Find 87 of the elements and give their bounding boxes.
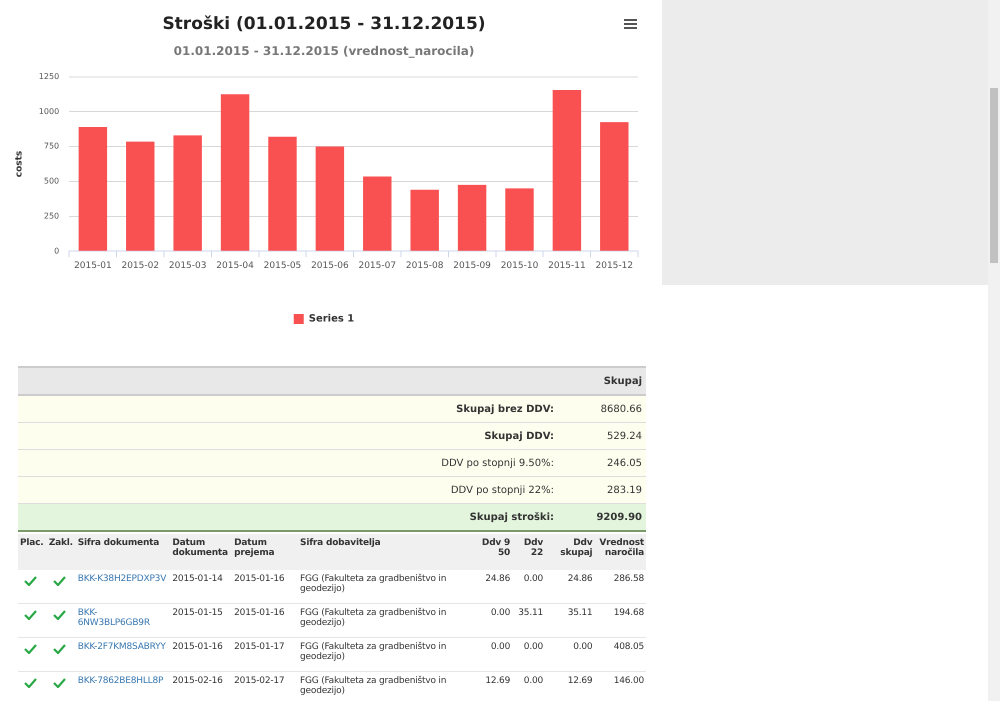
y-tick-label: 500 xyxy=(44,176,60,186)
text: BKK-7862BE8HLL8P xyxy=(78,676,164,686)
text: 0.00 xyxy=(468,604,512,638)
x-tick-label: 2015-07 xyxy=(358,260,396,271)
text: 2015-02-16 xyxy=(170,672,232,701)
text: 24.86 xyxy=(468,570,512,604)
text: 2015-01-16 xyxy=(170,638,232,672)
text: 146.00 xyxy=(594,672,646,701)
text: 2015-01-16 xyxy=(232,604,298,638)
text: FGG (Fakulteta za gradbeništvo in geodezijo) xyxy=(298,570,469,604)
text: BKK-6NW3BLP6GB9R xyxy=(78,608,150,628)
text: 0.00 xyxy=(545,638,594,672)
text: 283.19 xyxy=(558,476,646,504)
text: FGG (Fakulteta za gradbeništvo in geodezijo) xyxy=(298,638,469,672)
text: 12.69 xyxy=(545,672,594,701)
category-label: Datum dokumenta xyxy=(170,534,232,570)
y-tick-label: 1250 xyxy=(38,72,60,81)
text: 2015-01-14 xyxy=(170,570,232,604)
category-label: Plac. xyxy=(18,534,47,570)
x-tick-label: 2015-11 xyxy=(548,260,586,271)
text: 2015-01-15 xyxy=(170,604,232,638)
x-tick-label: 2015-10 xyxy=(500,260,539,271)
y-tick-label: 750 xyxy=(44,142,60,151)
x-tick-label: 2015-03 xyxy=(168,260,206,271)
text: Skupaj DDV: xyxy=(18,422,558,450)
text: 35.11 xyxy=(512,604,546,638)
category-label: Zakl. xyxy=(46,534,76,570)
text: 35.11 xyxy=(545,604,594,638)
x-tick-label: 2015-12 xyxy=(595,260,634,271)
text: 0.00 xyxy=(512,638,546,672)
text: 24.86 xyxy=(545,570,594,604)
x-tick-label: 2015-09 xyxy=(453,260,492,271)
category-label: Sifra dokumenta xyxy=(76,534,170,570)
text: BKK-2F7KM8SABRYY xyxy=(78,642,166,652)
text: 2015-01-16 xyxy=(232,570,298,604)
text: Skupaj stroški: xyxy=(18,504,558,531)
category-label: Ddv 22 xyxy=(512,534,546,570)
x-tick-label: 2015-04 xyxy=(216,260,254,271)
text: Skupaj xyxy=(558,367,646,395)
text: 0.00 xyxy=(512,570,546,604)
bar xyxy=(363,176,392,251)
legend-label: Series 1 xyxy=(308,314,354,325)
bar xyxy=(410,190,439,251)
bar xyxy=(552,90,582,251)
text: BKK-K38H2EPDXP3V xyxy=(78,574,166,584)
text: 12.69 xyxy=(468,672,512,701)
text: DDV po stopnji 22%: xyxy=(18,476,558,504)
bar xyxy=(78,127,108,251)
bar xyxy=(268,136,297,251)
y-tick-label: 0 xyxy=(54,246,60,256)
chart-subtitle: 01.01.2015 - 31.12.2015 (vrednost_narocila) xyxy=(172,44,476,58)
text: 8680.66 xyxy=(558,395,646,422)
y-tick-label: 250 xyxy=(44,211,60,220)
category-label: Ddv 9 50 xyxy=(468,534,512,570)
x-tick-label: 2015-05 xyxy=(264,260,302,271)
text: FGG (Fakulteta za gradbeništvo in geodezijo) xyxy=(298,672,469,701)
x-tick-label: 2015-01 xyxy=(74,260,112,271)
text: 2015-01-17 xyxy=(232,638,298,672)
text: 194.68 xyxy=(594,604,646,638)
bar xyxy=(505,188,534,251)
chart-title: Stroški (01.01.2015 - 31.12.2015) xyxy=(161,14,487,34)
x-tick-label: 2015-06 xyxy=(311,260,349,271)
y-axis-title: costs xyxy=(14,150,25,178)
category-label: Vrednost naročila xyxy=(594,534,646,570)
bar xyxy=(220,94,250,251)
text: 0.00 xyxy=(512,672,546,701)
text: 286.58 xyxy=(594,570,646,604)
text: DDV po stopnji 9.50%: xyxy=(18,450,558,476)
bar xyxy=(126,142,154,251)
category-label: Ddv skupaj xyxy=(545,534,594,570)
text: 408.05 xyxy=(594,638,646,672)
category-label: Sifra dobavitelja xyxy=(298,534,469,570)
text: 246.05 xyxy=(558,450,646,476)
text: Skupaj brez DDV: xyxy=(18,395,558,422)
text: 0.00 xyxy=(468,638,512,672)
category-label: Datum prejema xyxy=(232,534,298,570)
bar xyxy=(600,122,629,251)
text: 2015-02-17 xyxy=(232,672,298,701)
x-tick-label: 2015-08 xyxy=(406,260,444,271)
y-tick-label: 1000 xyxy=(38,106,60,116)
text: 9209.90 xyxy=(558,504,646,531)
x-tick-label: 2015-02 xyxy=(121,260,160,271)
bar xyxy=(458,184,486,251)
text: 529.24 xyxy=(558,422,646,450)
text: FGG (Fakulteta za gradbeništvo in geodezijo) xyxy=(298,604,469,638)
bar xyxy=(173,135,202,251)
bar xyxy=(316,146,344,251)
